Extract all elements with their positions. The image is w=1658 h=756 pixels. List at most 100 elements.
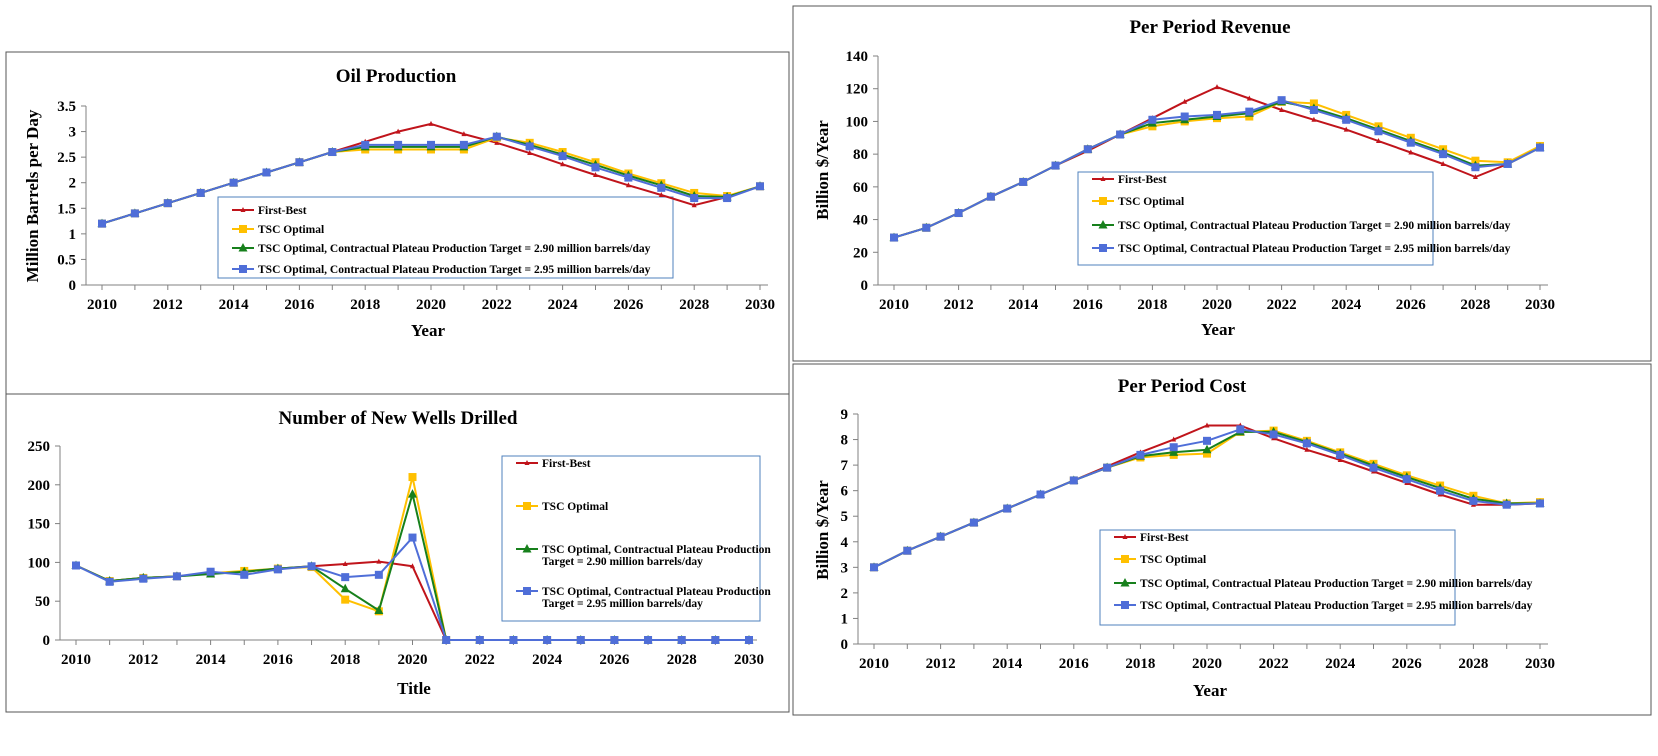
data-point [691,202,697,208]
legend-label: TSC Optimal [1140,554,1206,566]
data-point [625,182,631,188]
x-tick-label: 2022 [1259,656,1289,672]
data-point [461,131,467,137]
legend-label: TSC Optimal, Contractual Plateau Product… [1140,600,1533,612]
legend-box [1099,529,1456,626]
data-point [1019,177,1028,186]
legend-label: TSC Optimal, Contractual Plateau Product… [258,243,651,255]
data-point [1536,143,1544,152]
legend-marker [239,225,247,233]
chart-title: Number of New Wells Drilled [279,408,518,429]
chart-title: Oil Production [336,66,457,87]
legend-label: TSC Optimal [1118,196,1184,208]
data-point [295,158,304,167]
legend-label: TSC Optimal, Contractual Plateau Product… [1118,243,1511,255]
x-tick-label: 2018 [350,297,380,313]
legend-label: TSC Optimal, Contractual Plateau Product… [542,586,771,610]
y-tick-label: 3 [841,560,849,576]
x-tick-label: 2012 [926,656,956,672]
data-point [273,565,282,574]
legend-label: TSC Optimal, Contractual Plateau Product… [1118,220,1511,232]
legend-marker [1120,578,1130,587]
chart-4: Per Period Cost 0 1 2 3 4 5 6 7 8 9 2010 2012 2014 201… [792,363,1652,716]
data-point [1336,450,1345,459]
legend-label-line: TSC Optimal, Contractual Plateau Product… [542,544,771,556]
data-point [408,489,417,498]
legend-label-line: TSC Optimal, Contractual Plateau Product… [542,586,771,598]
x-axis-label: Year [1193,681,1227,700]
x-tick-label: 2026 [599,652,630,668]
y-tick-label: 150 [28,517,51,533]
data-point [1502,500,1511,509]
data-point [307,562,316,571]
data-point [1304,446,1310,452]
x-tick-label: 2016 [284,297,315,313]
x-tick-label: 2014 [219,297,250,313]
data-point [196,188,205,197]
x-tick-label: 2028 [667,652,697,668]
y-tick-label: 0 [43,633,51,649]
data-point [986,192,995,201]
x-tick-label: 2014 [1008,297,1039,313]
x-tick-label: 2014 [196,652,227,668]
y-tick-label: 2.5 [57,150,76,166]
data-point [428,120,434,126]
x-tick-label: 2010 [87,297,117,313]
y-tick-label: 6 [841,484,849,500]
data-point [1171,436,1177,442]
data-point [745,636,753,644]
x-tick-label: 2010 [61,652,91,668]
y-tick-label: 200 [28,478,51,494]
data-point [1203,449,1211,458]
y-tick-label: 0 [69,278,77,294]
data-point [105,577,114,586]
series-4 [72,533,753,644]
y-axis-label: Billion $/Year [813,480,832,580]
data-point [1103,463,1112,472]
data-point [1472,174,1478,180]
x-tick-label: 2022 [482,297,512,313]
x-tick-label: 2020 [1192,656,1222,672]
x-tick-label: 2030 [745,297,775,313]
legend-label-line: Target = 2.90 million barrels/day [542,556,703,568]
chart-title: Per Period Revenue [1129,17,1290,38]
legend-label: TSC Optimal, Contractual Plateau Product… [1140,578,1533,590]
data-point [1069,476,1078,485]
data-point [610,636,619,644]
data-point [1279,106,1285,112]
data-point [1169,447,1179,456]
x-tick-label: 2012 [944,297,974,313]
x-tick-label: 2018 [1125,656,1155,672]
x-tick-label: 2026 [613,297,644,313]
legend-marker [522,544,532,553]
y-tick-label: 0.5 [57,252,76,268]
legend-marker [523,502,531,510]
legend-marker [1122,534,1128,539]
data-point [1036,490,1045,499]
data-point [591,163,600,172]
y-tick-label: 100 [846,114,869,130]
data-point [394,140,403,149]
x-tick-label: 2024 [1325,656,1356,672]
data-point [1169,443,1178,452]
data-point [1408,149,1414,155]
data-point [1246,95,1252,101]
data-point [98,219,106,228]
x-axis-label: Year [411,321,445,340]
x-tick-label: 2028 [1458,656,1488,672]
data-point [1469,496,1478,505]
data-point [624,173,633,182]
data-point [922,223,931,232]
data-point [492,132,501,141]
data-point [395,128,401,134]
data-point [1536,499,1544,508]
data-point [870,563,878,572]
data-point [1376,138,1381,144]
data-point [206,567,215,576]
data-point [677,636,686,644]
chart-1: Oil Production 0 0.5 1 1.5 2 2.5 3 3.5 2010 2012 20… [5,51,790,408]
x-tick-label: 2020 [1202,297,1232,313]
legend-label: TSC Optimal, Contractual Plateau Product… [258,264,651,276]
data-point [525,142,534,151]
data-point [1439,150,1448,159]
